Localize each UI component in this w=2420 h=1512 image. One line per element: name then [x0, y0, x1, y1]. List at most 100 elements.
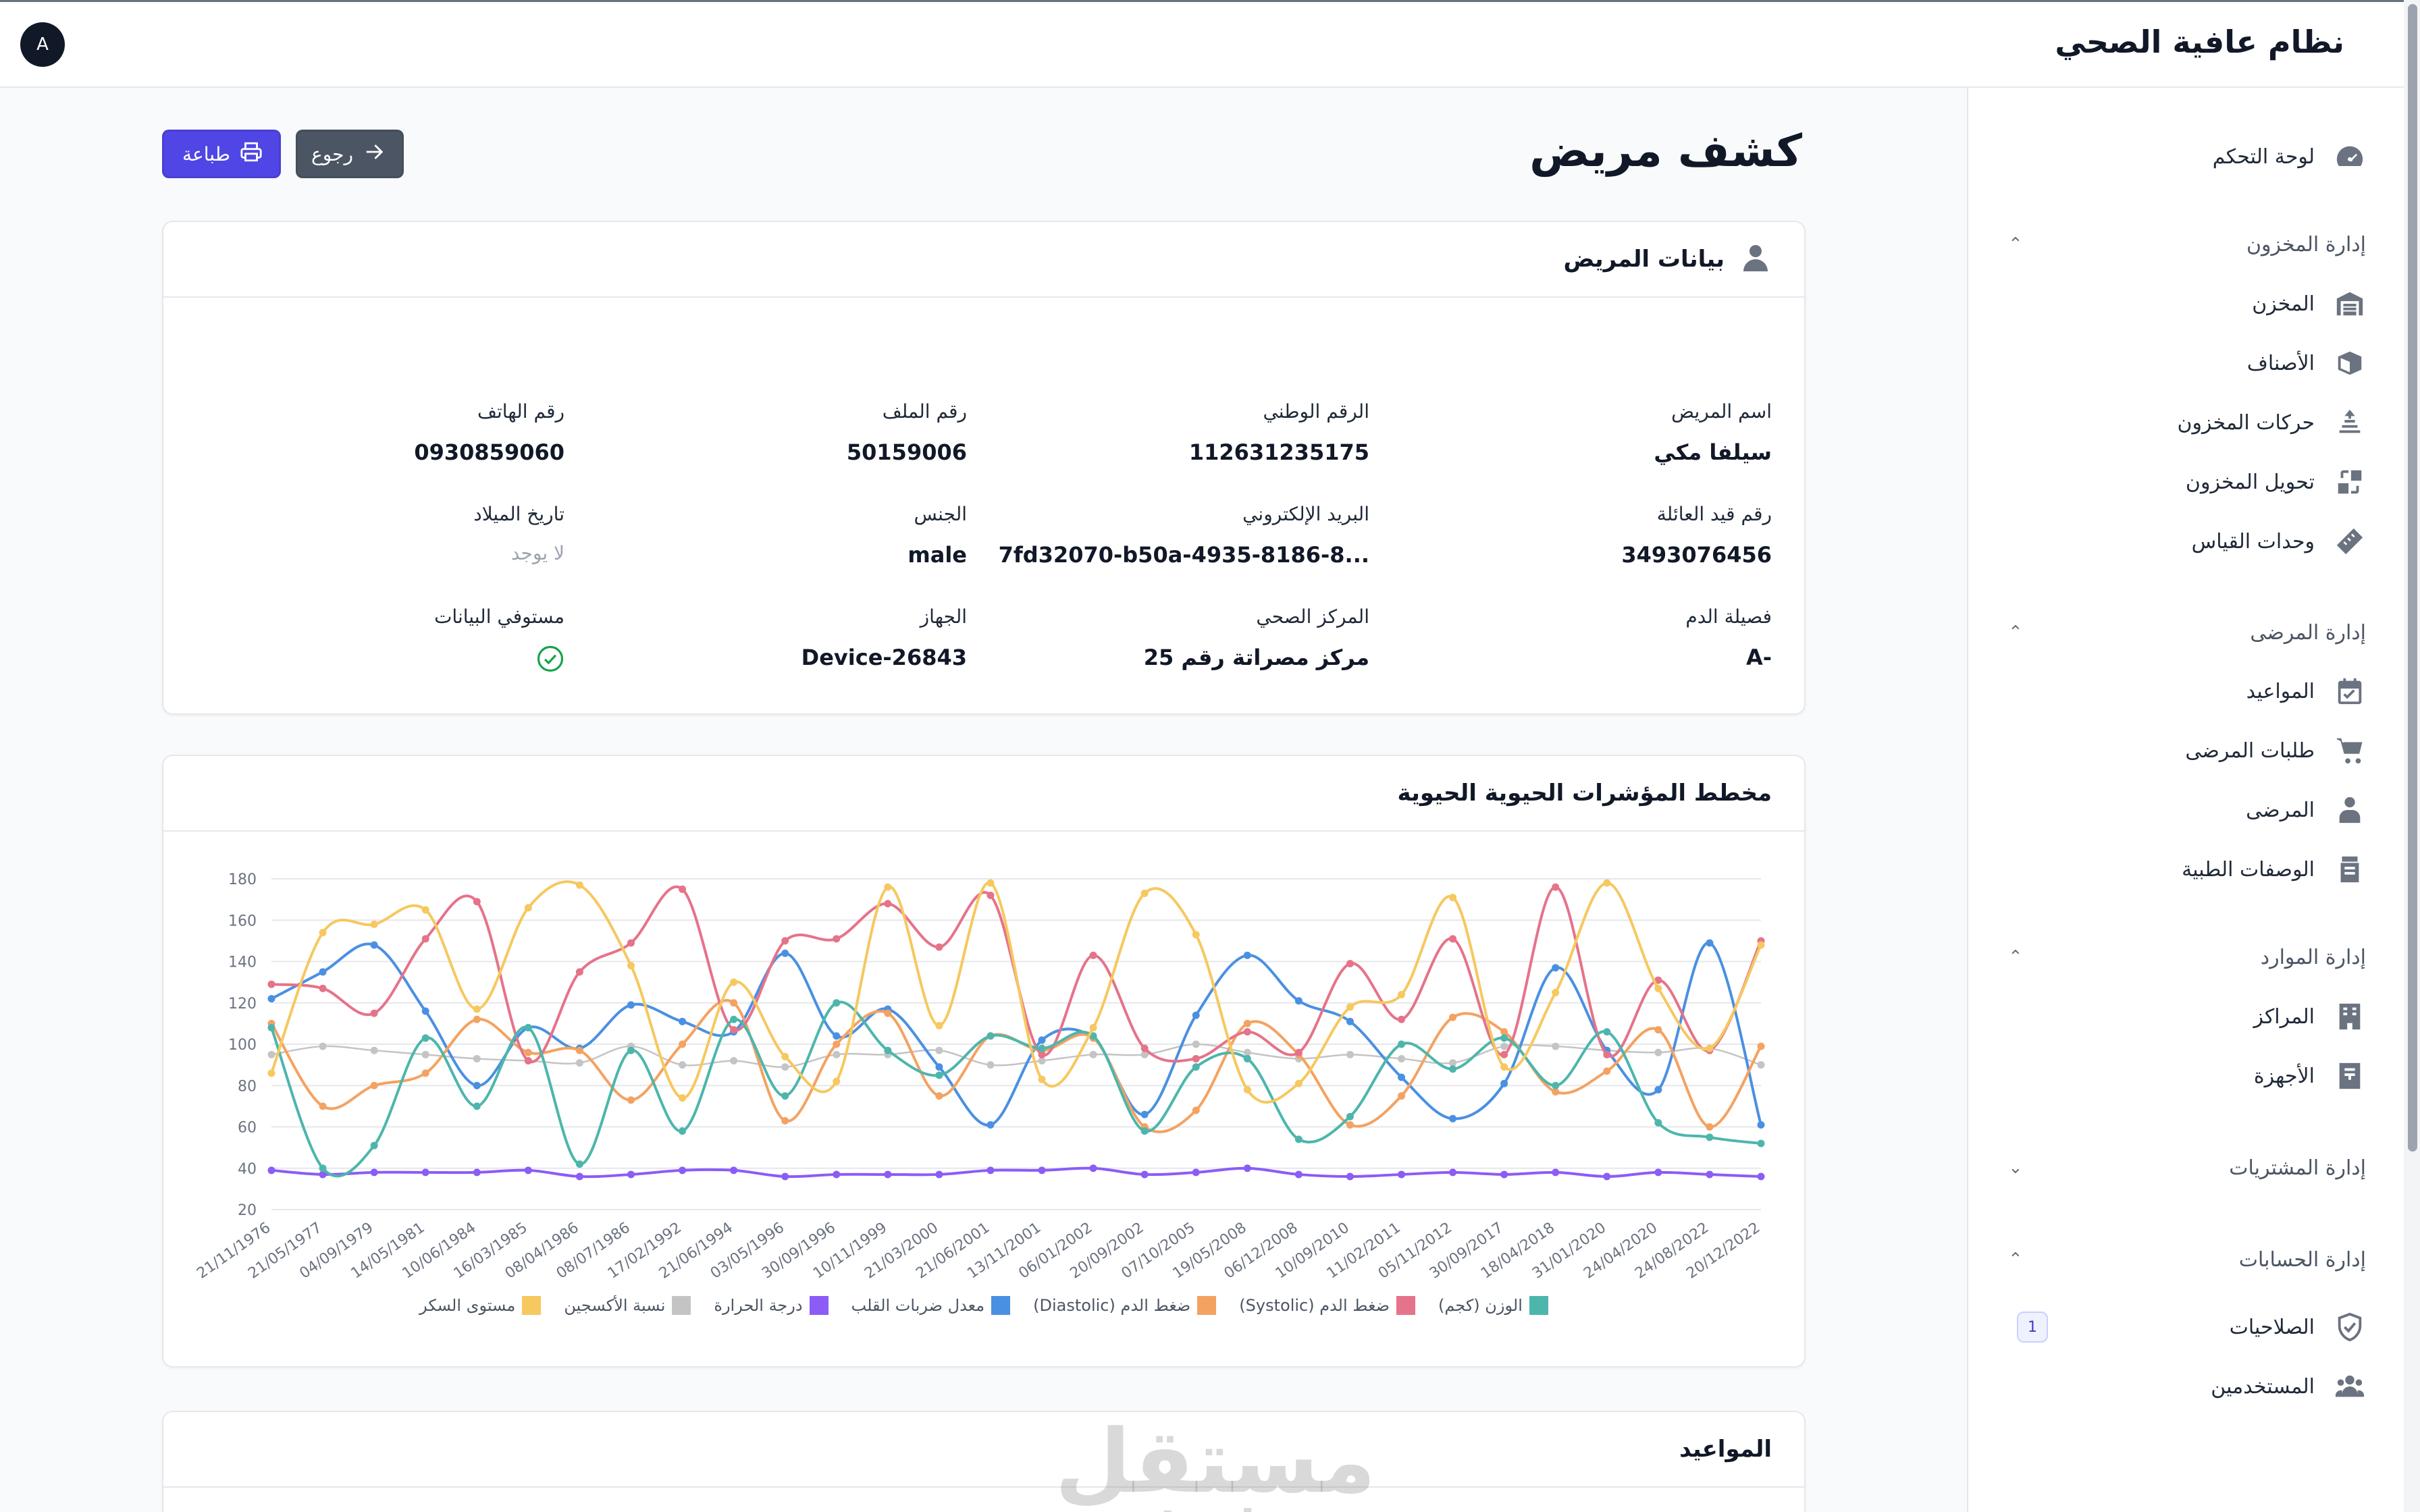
- data-point: [1089, 1164, 1097, 1172]
- data-point: [421, 1050, 429, 1058]
- data-point: [730, 978, 738, 986]
- legend-item[interactable]: الوزن (كجم): [1438, 1296, 1548, 1315]
- field-value: 112631235175: [1188, 439, 1369, 465]
- data-point: [319, 929, 327, 937]
- print-label: طباعة: [182, 142, 230, 165]
- card-title: بيانات المريض: [1563, 246, 1725, 273]
- data-point: [730, 1026, 738, 1034]
- sidebar-item-stock-movements[interactable]: حركات المخزون: [2177, 402, 2366, 443]
- data-point: [421, 906, 429, 914]
- data-point: [1243, 951, 1251, 959]
- print-button[interactable]: طباعة: [162, 130, 281, 178]
- data-point: [935, 1071, 943, 1079]
- data-point: [1243, 1164, 1251, 1172]
- sidebar-item-categories[interactable]: الأصناف: [2247, 343, 2366, 383]
- patient-icon: [2334, 794, 2366, 826]
- legend-item[interactable]: مستوى السكر: [419, 1296, 542, 1315]
- series-line: [271, 1166, 1762, 1179]
- data-point: [473, 898, 481, 906]
- sidebar-item-patient-requests[interactable]: طلبات المرضى: [2185, 730, 2366, 771]
- data-point: [1603, 1050, 1611, 1058]
- legend-item[interactable]: ضغط الدم (Diastolic): [1033, 1296, 1217, 1315]
- legend-item[interactable]: معدل ضربات القلب: [851, 1296, 1011, 1315]
- data-point: [575, 1059, 583, 1067]
- data-point: [421, 1034, 429, 1042]
- legend-label: معدل ضربات القلب: [851, 1296, 985, 1315]
- sidebar-item-centers[interactable]: المراكز: [2253, 996, 2366, 1037]
- data-point: [781, 1116, 789, 1125]
- field-value: مركز مصراتة رقم 25: [1143, 645, 1369, 670]
- data-point: [730, 1166, 738, 1174]
- sidebar-section-accounts[interactable]: إدارة الحسابات ⌃: [2008, 1239, 2366, 1280]
- patient-info-card: بيانات المريض اسم المريض سيلفا مكي الرقم…: [162, 221, 1806, 715]
- data-point: [1654, 976, 1662, 984]
- sidebar-item-units[interactable]: وحدات القياس: [2192, 521, 2366, 562]
- sidebar-item-dashboard[interactable]: لوحة التحكم: [2213, 136, 2366, 177]
- data-point: [421, 1168, 429, 1177]
- legend-item[interactable]: ضغط الدم (Systolic): [1239, 1296, 1416, 1315]
- data-point: [473, 1168, 481, 1177]
- data-point: [679, 1166, 687, 1174]
- scrollbar[interactable]: [2404, 0, 2420, 1512]
- legend-item[interactable]: نسبة الأكسجين: [564, 1296, 691, 1315]
- data-point: [319, 984, 327, 992]
- sidebar-section-inventory[interactable]: إدارة المخزون ⌃: [2008, 224, 2366, 265]
- section-label: إدارة الحسابات: [2238, 1247, 2366, 1272]
- data-point: [1603, 1028, 1611, 1036]
- data-point: [524, 904, 532, 912]
- data-point: [1346, 1003, 1354, 1011]
- data-point: [1294, 1048, 1303, 1056]
- sidebar-section-purchases[interactable]: إدارة المشتريات ⌄: [2008, 1148, 2366, 1188]
- data-point: [1398, 1092, 1406, 1100]
- data-point: [1038, 1036, 1046, 1044]
- data-point: [627, 1001, 635, 1009]
- data-point: [1552, 883, 1560, 891]
- sidebar-item-warehouse[interactable]: المخزن: [2252, 284, 2366, 324]
- legend-swatch: [1396, 1296, 1416, 1315]
- sidebar-section-patients[interactable]: إدارة المرضى ⌃: [2008, 612, 2366, 653]
- app-title: نظام عافية الصحي: [2055, 24, 2344, 60]
- sidebar-item-stock-transfer[interactable]: تحويل المخزون: [2186, 462, 2366, 502]
- printer-icon: [240, 140, 263, 168]
- data-point: [1552, 1087, 1560, 1096]
- y-tick-label: 60: [238, 1120, 257, 1137]
- scrollbar-thumb[interactable]: [2408, 4, 2417, 1152]
- avatar[interactable]: A: [20, 22, 65, 67]
- data-point: [1038, 1166, 1046, 1174]
- sidebar-item-label: لوحة التحكم: [2212, 144, 2315, 169]
- sidebar-item-permissions[interactable]: الصلاحيات: [2230, 1307, 2366, 1347]
- series-line: [271, 1043, 1762, 1069]
- data-point: [1243, 1028, 1251, 1036]
- data-point: [370, 1168, 378, 1177]
- data-point: [1140, 1050, 1149, 1058]
- legend-label: نسبة الأكسجين: [564, 1296, 666, 1315]
- data-point: [833, 1040, 841, 1048]
- data-point: [1243, 1054, 1251, 1062]
- card-title: مخطط المؤشرات الحيوية الحيوية: [1397, 780, 1772, 807]
- data-point: [1757, 1120, 1765, 1129]
- data-point: [1706, 1170, 1714, 1179]
- data-point: [987, 892, 995, 899]
- sidebar-item-patients[interactable]: المرضى: [2246, 790, 2366, 830]
- data-point: [679, 885, 687, 893]
- data-point: [781, 1092, 789, 1100]
- data-point: [1398, 1073, 1406, 1081]
- sidebar-item-appointments[interactable]: المواعيد: [2246, 671, 2366, 711]
- back-button[interactable]: رجوع: [296, 130, 404, 178]
- data-point: [1654, 1048, 1662, 1056]
- sidebar-item-prescriptions[interactable]: الوصفات الطبية: [2182, 849, 2366, 890]
- data-point: [1243, 1085, 1251, 1094]
- gauge-icon: [2334, 140, 2366, 173]
- data-point: [833, 999, 841, 1007]
- field-label: الجنس: [914, 503, 967, 525]
- field-label: اسم المريض: [1671, 400, 1772, 423]
- sidebar-section-resources[interactable]: إدارة الموارد ⌃: [2008, 937, 2366, 977]
- sidebar-item-devices[interactable]: الأجهزة: [2254, 1056, 2366, 1096]
- data-point: [1089, 951, 1097, 959]
- sidebar-item-label: المرضى: [2246, 798, 2315, 822]
- sidebar-item-users[interactable]: المستخدمين: [2211, 1366, 2366, 1407]
- sidebar: لوحة التحكم إدارة المخزون ⌃ المخزن الأصن…: [1967, 88, 2404, 1512]
- data-point: [1192, 1040, 1200, 1048]
- data-point: [1654, 1085, 1662, 1094]
- legend-item[interactable]: درجة الحرارة: [714, 1296, 828, 1315]
